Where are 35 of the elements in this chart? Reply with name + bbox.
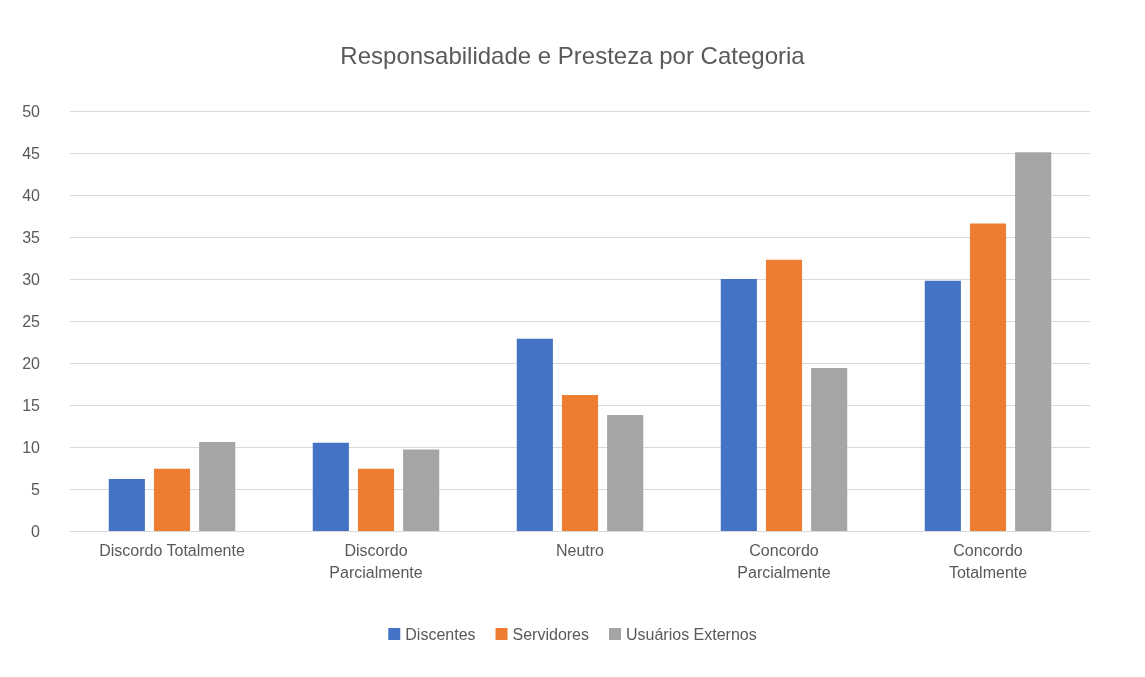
x-tick-label: Neutro — [555, 541, 605, 559]
y-tick-label: 40 — [22, 186, 41, 204]
bar — [924, 280, 961, 531]
bar — [312, 442, 349, 531]
chart-title: Responsabilidade e Presteza por Categoria — [340, 41, 806, 69]
x-tick-label: Concordo Totalmente — [948, 541, 1028, 581]
y-tick-label: 15 — [22, 396, 41, 414]
y-tick-label: 0 — [31, 522, 41, 540]
y-tick-label: 5 — [31, 480, 41, 498]
bar — [403, 449, 440, 531]
bar — [765, 259, 803, 531]
bar — [561, 394, 599, 531]
bar — [199, 441, 236, 531]
legend-label: Servidores — [512, 625, 590, 643]
y-tick-label: 50 — [22, 102, 41, 120]
y-tick-label: 35 — [22, 228, 41, 246]
bar — [516, 338, 553, 531]
y-tick-label: 10 — [22, 438, 41, 456]
x-tick-label: Discordo Parcialmente — [329, 541, 423, 581]
x-tick-label: Discordo Totalmente — [99, 541, 245, 559]
y-tick-label: 20 — [22, 354, 41, 372]
bar — [108, 478, 145, 531]
bar — [357, 468, 395, 531]
y-tick-label: 25 — [22, 312, 41, 330]
bar — [607, 415, 644, 531]
y-tick-label: 45 — [22, 144, 41, 162]
bar — [969, 223, 1007, 531]
bar — [811, 368, 848, 531]
bar — [153, 468, 191, 531]
bar — [720, 279, 757, 531]
y-tick-label: 30 — [22, 270, 41, 288]
legend-label: Usuários Externos — [626, 625, 757, 643]
x-tick-label: Concordo Parcialmente — [737, 541, 831, 581]
legend-label: Discentes — [405, 625, 476, 643]
bar — [1015, 152, 1052, 531]
